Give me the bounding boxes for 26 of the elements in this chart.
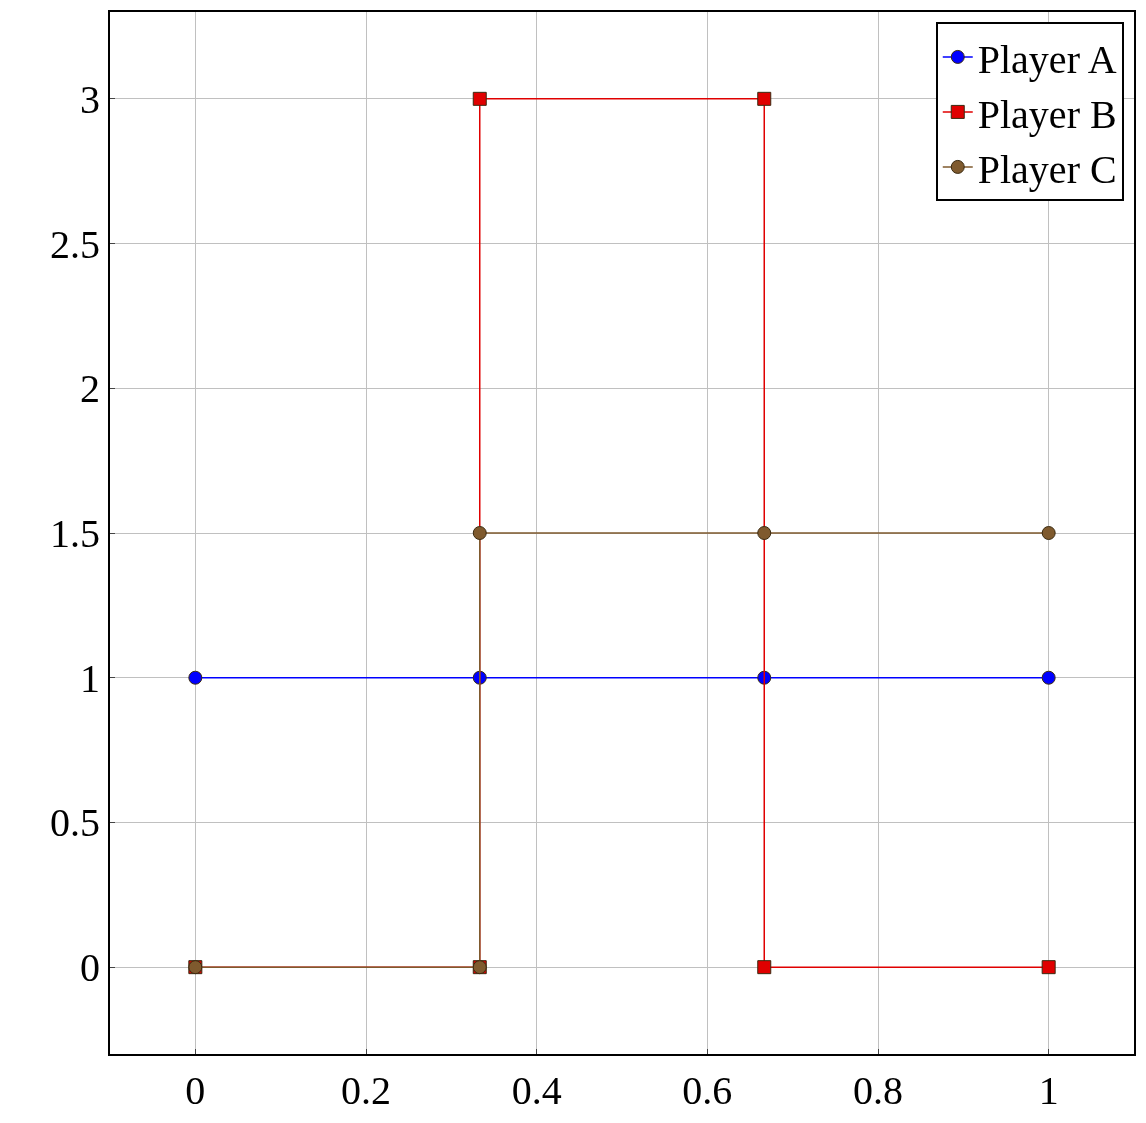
- y-tick-label: 0: [80, 945, 100, 991]
- point: [1041, 670, 1056, 685]
- point: [472, 526, 487, 540]
- x-tick-label: 0.2: [341, 1068, 391, 1113]
- x-tick-label: 0.6: [682, 1068, 733, 1113]
- y-tick-label: 2.5: [50, 221, 100, 267]
- point: [472, 91, 487, 106]
- y-tick-label: 0.5: [50, 800, 100, 846]
- legend-label: Player A: [977, 36, 1117, 82]
- y-tick-label: 3: [80, 76, 100, 122]
- y-tick-label: 1.5: [50, 511, 100, 556]
- point: [757, 91, 772, 106]
- y-tick-label: 1: [80, 655, 100, 701]
- point: [757, 526, 772, 540]
- x-tick-label: 0: [185, 1068, 206, 1113]
- x-tick-label: 0.8: [853, 1068, 903, 1113]
- legend-label: Player B: [977, 91, 1117, 137]
- point: [188, 670, 203, 685]
- point: [757, 670, 772, 685]
- point: [757, 960, 772, 975]
- legend-label: Player C: [977, 146, 1117, 192]
- point: [1041, 960, 1056, 975]
- x-tick-label: 1: [1038, 1068, 1059, 1113]
- y-tick-label: 2: [80, 366, 100, 412]
- point: [1041, 526, 1056, 540]
- x-tick-label: 0.4: [511, 1068, 562, 1113]
